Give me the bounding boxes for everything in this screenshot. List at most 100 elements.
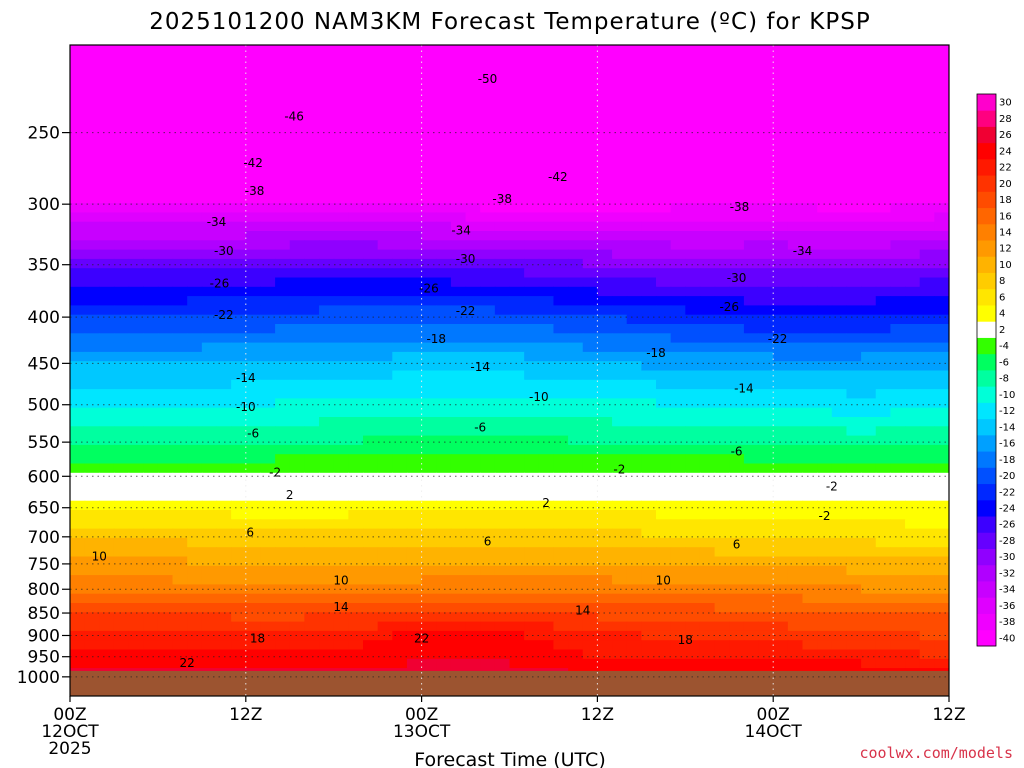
temperature-cell bbox=[333, 314, 349, 325]
temperature-cell bbox=[699, 193, 716, 204]
temperature-cell bbox=[260, 221, 276, 232]
temperature-cell bbox=[524, 649, 540, 660]
temperature-cell bbox=[275, 640, 291, 651]
temperature-cell bbox=[143, 472, 159, 483]
temperature-cell bbox=[787, 305, 804, 316]
temperature-cell bbox=[831, 240, 848, 251]
temperature-cell bbox=[480, 454, 496, 465]
temperature-cell bbox=[275, 156, 291, 167]
temperature-cell bbox=[304, 417, 320, 427]
temperature-cell bbox=[480, 119, 496, 130]
temperature-cell bbox=[714, 63, 730, 74]
temperature-cell bbox=[84, 417, 100, 427]
temperature-cell bbox=[421, 277, 437, 288]
temperature-cell bbox=[582, 91, 598, 102]
temperature-cell bbox=[172, 175, 188, 186]
temperature-cell bbox=[699, 565, 716, 576]
temperature-cell bbox=[275, 510, 291, 520]
temperature-cell bbox=[201, 537, 218, 548]
temperature-cell bbox=[890, 54, 906, 65]
temperature-cell bbox=[714, 147, 730, 158]
temperature-cell bbox=[157, 547, 174, 558]
temperature-cell bbox=[890, 165, 906, 176]
temperature-cell bbox=[568, 249, 584, 260]
temperature-cell bbox=[99, 463, 115, 474]
temperature-cell bbox=[231, 277, 247, 288]
temperature-cell bbox=[582, 612, 598, 623]
temperature-cell bbox=[143, 110, 159, 120]
temperature-cell bbox=[201, 463, 218, 474]
temperature-cell bbox=[509, 361, 525, 372]
temperature-cell bbox=[612, 528, 628, 539]
temperature-cell bbox=[465, 324, 481, 334]
temperature-cell bbox=[245, 556, 262, 567]
temperature-cell bbox=[919, 491, 935, 502]
temperature-cell bbox=[377, 277, 393, 288]
temperature-cell bbox=[363, 389, 379, 399]
temperature-cell bbox=[538, 351, 555, 362]
temperature-cell bbox=[714, 203, 730, 213]
temperature-cell bbox=[641, 444, 657, 455]
temperature-cell bbox=[436, 138, 452, 148]
plot-area: -50-46-42-42-38-38-38-34-34-34-30-30-30-… bbox=[70, 45, 949, 696]
temperature-cell bbox=[436, 351, 452, 362]
temperature-cell bbox=[99, 621, 115, 632]
temperature-cell bbox=[406, 333, 423, 344]
temperature-cell bbox=[612, 175, 628, 186]
temperature-cell bbox=[231, 407, 247, 418]
temperature-cell bbox=[846, 268, 862, 279]
temperature-cell bbox=[494, 426, 511, 437]
temperature-cell bbox=[626, 221, 642, 232]
temperature-cell bbox=[465, 510, 481, 520]
temperature-cell bbox=[245, 417, 262, 427]
temperature-cell bbox=[626, 500, 642, 511]
temperature-cell bbox=[436, 537, 452, 548]
y-tick-label: 450 bbox=[28, 354, 60, 374]
temperature-cell bbox=[934, 342, 949, 353]
temperature-cell bbox=[626, 658, 642, 669]
temperature-cell bbox=[509, 584, 525, 595]
temperature-cell bbox=[245, 165, 262, 176]
temperature-cell bbox=[201, 482, 218, 492]
temperature-cell bbox=[509, 277, 525, 288]
temperature-cell bbox=[333, 537, 349, 548]
temperature-cell bbox=[919, 630, 935, 641]
temperature-cell bbox=[421, 612, 437, 623]
temperature-cell bbox=[524, 389, 540, 399]
temperature-cell bbox=[494, 640, 511, 651]
temperature-cell bbox=[216, 324, 232, 334]
temperature-cell bbox=[348, 361, 364, 372]
temperature-cell bbox=[890, 379, 906, 390]
temperature-cell bbox=[421, 593, 437, 604]
temperature-cell bbox=[143, 147, 159, 158]
temperature-cell bbox=[245, 286, 262, 297]
temperature-cell bbox=[524, 119, 540, 130]
temperature-cell bbox=[817, 537, 833, 548]
temperature-cell bbox=[831, 361, 848, 372]
temperature-cell bbox=[289, 72, 305, 83]
temperature-cell bbox=[568, 45, 584, 55]
temperature-cell bbox=[128, 370, 144, 381]
colorbar-swatch bbox=[977, 467, 996, 485]
temperature-cell bbox=[553, 482, 569, 492]
temperature-cell bbox=[377, 379, 393, 390]
temperature-cell bbox=[406, 491, 423, 502]
temperature-cell bbox=[363, 519, 379, 530]
temperature-cell bbox=[480, 147, 496, 158]
temperature-cell bbox=[494, 333, 511, 344]
temperature-cell bbox=[743, 575, 760, 585]
temperature-cell bbox=[363, 147, 379, 158]
temperature-cell bbox=[685, 258, 701, 269]
temperature-cell bbox=[626, 491, 642, 502]
temperature-cell bbox=[84, 221, 100, 232]
colorbar-tick-label: 18 bbox=[999, 195, 1012, 206]
temperature-cell bbox=[494, 528, 511, 539]
temperature-cell bbox=[201, 621, 218, 632]
temperature-cell bbox=[612, 575, 628, 585]
temperature-cell bbox=[128, 435, 144, 446]
temperature-cell bbox=[538, 630, 555, 641]
temperature-cell bbox=[245, 575, 262, 585]
temperature-cell bbox=[787, 612, 804, 623]
temperature-cell bbox=[524, 593, 540, 604]
axes: 2503003504004505005506006507007508008509… bbox=[17, 44, 966, 759]
